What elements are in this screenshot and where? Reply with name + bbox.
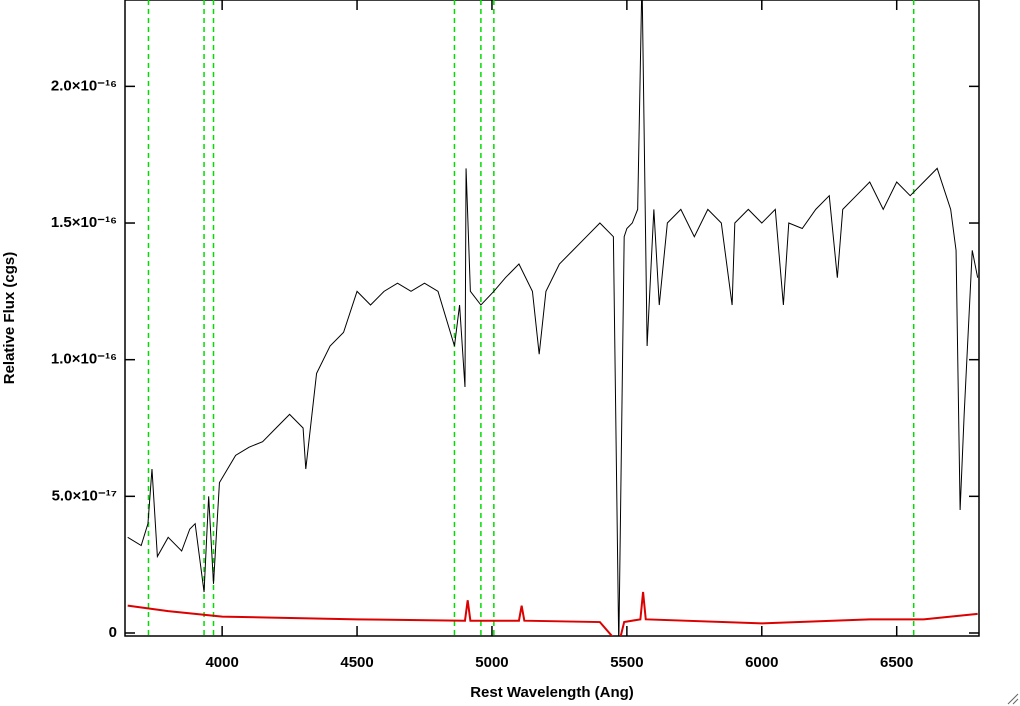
x-tick-label: 4000	[205, 654, 238, 671]
x-tick-label: 4500	[340, 654, 373, 671]
x-tick-label: 5000	[475, 654, 508, 671]
resize-grip	[1007, 693, 1019, 705]
plot-frame	[124, 0, 980, 637]
y-tick-label: 5.0×10⁻¹⁷	[52, 487, 117, 504]
x-tick-label: 5500	[610, 654, 643, 671]
spectrum-line	[127, 591, 978, 636]
spectrum-line	[127, 0, 979, 636]
y-tick-label: 2.0×10⁻¹⁶	[51, 77, 117, 94]
y-tick-label: 1.5×10⁻¹⁶	[51, 214, 117, 231]
x-tick-label: 6500	[880, 654, 913, 671]
y-tick-label: 0	[109, 624, 117, 641]
plot-area	[127, 0, 979, 636]
x-axis-label: Rest Wavelength (Ang)	[470, 684, 634, 701]
x-tick-label: 6000	[745, 654, 778, 671]
y-axis-label: Relative Flux (cgs)	[1, 252, 18, 385]
y-tick-label: 1.0×10⁻¹⁶	[51, 351, 117, 368]
